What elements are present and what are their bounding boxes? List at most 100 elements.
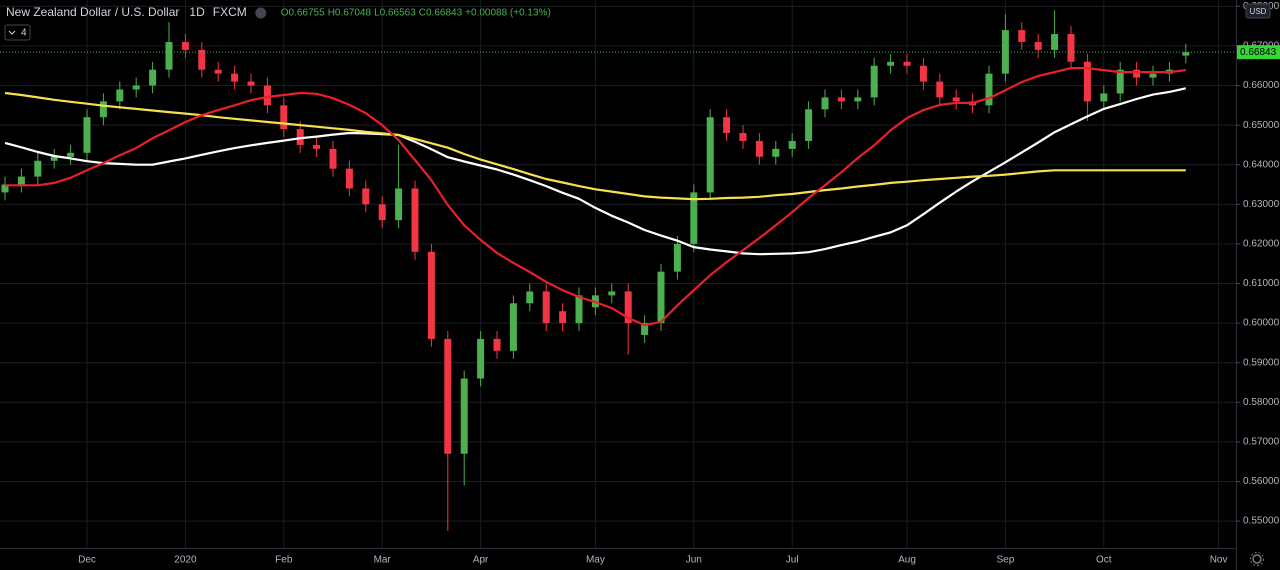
- ohlc-legend: O0.66755 H0.67048 L0.66563 C0.66843 +0.00088…: [281, 8, 551, 19]
- x-tick-label: Jul: [786, 555, 799, 566]
- candle-body: [673, 243, 681, 272]
- candle-body: [1083, 61, 1091, 102]
- candle-body: [788, 140, 796, 149]
- x-tick-label: Aug: [898, 555, 916, 566]
- candle-body: [231, 73, 239, 82]
- moving-average-line: [5, 67, 1186, 327]
- last-price-label: 0.66843: [1240, 47, 1277, 58]
- candle-body: [83, 117, 91, 153]
- candle-body: [985, 73, 993, 106]
- candle-body: [329, 148, 337, 169]
- x-tick-label: 2020: [174, 555, 197, 566]
- y-tick-label: 0.57000: [1243, 437, 1280, 448]
- y-tick-label: 0.62000: [1243, 239, 1280, 250]
- candle-body: [132, 85, 140, 90]
- y-tick-label: 0.63000: [1243, 199, 1280, 210]
- candle-body: [755, 140, 763, 157]
- x-tick-label: Mar: [374, 555, 392, 566]
- x-tick-label: Oct: [1096, 555, 1112, 566]
- x-tick-label: Dec: [78, 555, 96, 566]
- candle-body: [837, 97, 845, 102]
- candle-body: [1100, 93, 1108, 102]
- y-tick-label: 0.66000: [1243, 80, 1280, 91]
- moving-average-line: [4, 87, 1187, 256]
- ohlc-value: O0.66755: [281, 8, 325, 19]
- candle-body: [575, 295, 583, 324]
- interval: 1D: [189, 5, 205, 19]
- x-tick-label: May: [586, 555, 605, 566]
- candle-body: [1034, 41, 1042, 50]
- candle-body: [296, 129, 304, 145]
- plot: [0, 10, 1236, 531]
- source: FXCM: [213, 5, 247, 19]
- candle-body: [509, 303, 517, 351]
- candle-body: [1116, 69, 1124, 94]
- y-tick-label: 0.58000: [1243, 397, 1280, 408]
- candle-body: [214, 69, 222, 74]
- ohlc-value: L0.66563: [374, 8, 416, 19]
- candle-body: [116, 89, 124, 102]
- candle-body: [50, 156, 58, 161]
- candle-body: [1051, 34, 1059, 50]
- candle-body: [690, 192, 698, 244]
- candle-body: [641, 323, 649, 335]
- settings-icon[interactable]: [1250, 552, 1264, 566]
- y-tick-label: 0.59000: [1243, 357, 1280, 368]
- ohlc-value: C0.66843: [419, 8, 463, 19]
- candle-body: [1, 184, 9, 193]
- candle-body: [542, 291, 550, 324]
- candle-body: [427, 251, 435, 339]
- candle-body: [1182, 52, 1190, 56]
- currency-box[interactable]: [1245, 3, 1271, 19]
- candle-body: [821, 97, 829, 110]
- candle-body: [739, 133, 747, 141]
- x-tick-label: Feb: [275, 555, 293, 566]
- candle-body: [165, 41, 173, 70]
- last-price-tag: [1237, 45, 1280, 60]
- candle-body: [67, 152, 75, 157]
- x-tick-label: Nov: [1210, 555, 1228, 566]
- candle-body: [936, 81, 944, 98]
- candle-body: [198, 49, 206, 70]
- x-tick-label: Sep: [997, 555, 1015, 566]
- candle-body: [378, 204, 386, 221]
- symbol-title: New Zealand Dollar / U.S. Dollar: [6, 5, 179, 19]
- candle-body: [952, 97, 960, 102]
- candle-body: [919, 65, 927, 82]
- candle-body: [34, 160, 42, 177]
- candle-body: [608, 291, 616, 296]
- indicators-toggle[interactable]: [4, 24, 31, 41]
- candle-body: [247, 81, 255, 86]
- candle-body: [903, 61, 911, 66]
- candle-body: [526, 291, 534, 304]
- candle-body: [345, 168, 353, 189]
- candle-body: [559, 311, 567, 324]
- currency: USD: [1250, 7, 1267, 16]
- indicator-count: 4: [21, 28, 27, 39]
- candle-body: [723, 117, 731, 134]
- candle-body: [1018, 30, 1026, 42]
- y-tick-label: 0.64000: [1243, 159, 1280, 170]
- y-tick-label: 0.56000: [1243, 476, 1280, 487]
- visibility-toggle[interactable]: [255, 7, 267, 19]
- candle-body: [854, 97, 862, 102]
- candle-body: [444, 338, 452, 454]
- axes: 0.55000 0.56000 0.57000 0.58000 0.59000 0.600…: [78, 1, 1280, 566]
- candle-body: [280, 105, 288, 130]
- candle-body: [362, 188, 370, 205]
- candle-body: [149, 69, 157, 86]
- y-tick-label: 0.60000: [1243, 318, 1280, 329]
- candle-body: [313, 144, 321, 149]
- candle-body: [99, 101, 107, 118]
- x-tick-label: Jun: [686, 555, 702, 566]
- candle-body: [263, 85, 271, 106]
- candle-body: [657, 271, 665, 324]
- chevron-icon: [8, 30, 16, 35]
- x-tick-label: Apr: [473, 555, 489, 566]
- y-tick-label: 0.55000: [1243, 516, 1280, 527]
- candle-body: [624, 291, 632, 324]
- candle-body: [1149, 73, 1157, 78]
